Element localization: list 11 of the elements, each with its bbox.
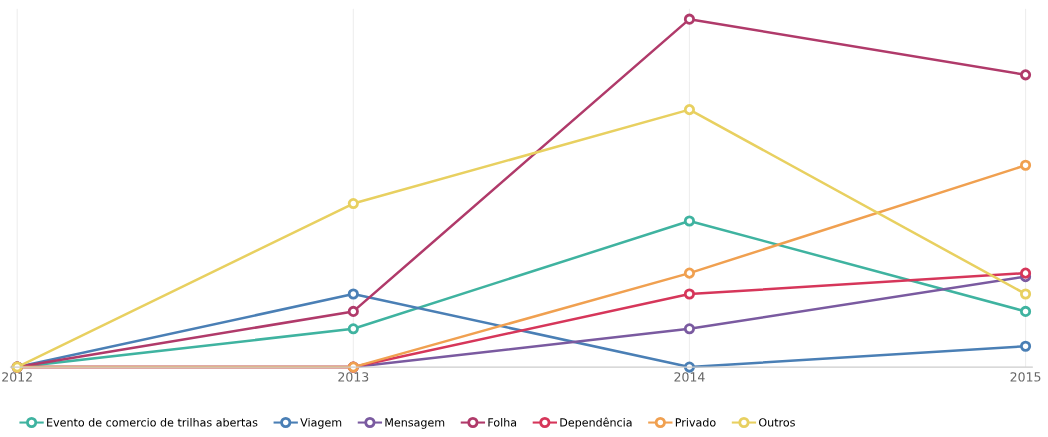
x-tick-label: 2015 [1010, 372, 1041, 382]
x-tick-label: 2012 [2, 372, 32, 382]
x-tick-label: 2014 [674, 372, 705, 382]
legend-label: Outros [759, 418, 795, 427]
legend-label: Dependência [560, 417, 632, 429]
legend-label: Evento de comercio de trilhas abertas [47, 417, 258, 427]
legend-label: Viagem [300, 417, 342, 429]
legend-label: Mensagem [385, 418, 445, 429]
x-tick-label: 2013 [338, 372, 369, 382]
legend-label: Folha [488, 417, 517, 427]
legend-label: Privado [675, 417, 716, 427]
